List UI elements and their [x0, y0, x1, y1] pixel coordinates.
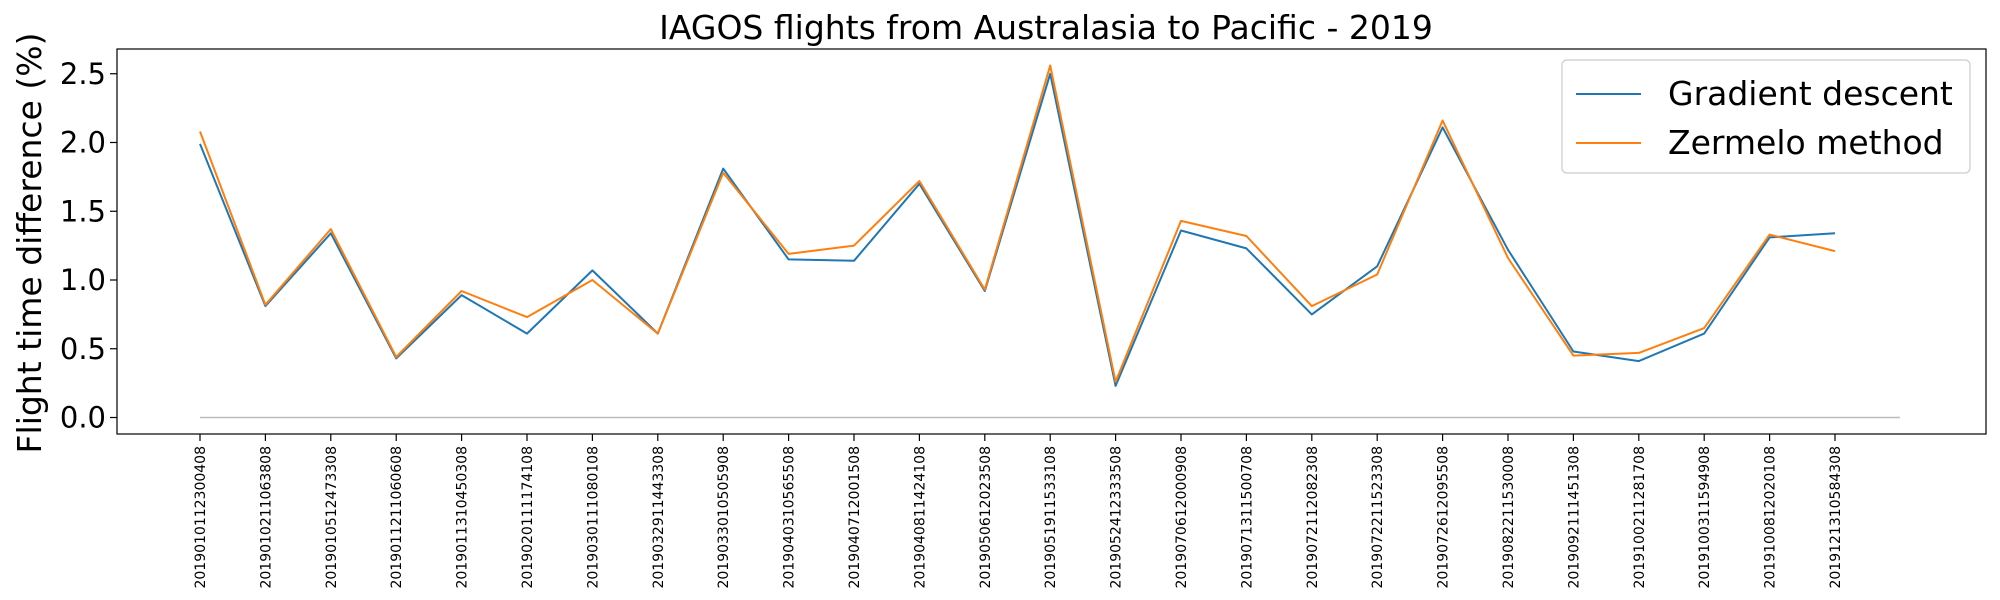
series-layer [199, 64, 1836, 387]
x-tick-label: 2019072112082308 [1305, 446, 1321, 589]
x-tick-label: 2019030111080108 [585, 446, 601, 589]
x-tick-label: 2019082211530008 [1501, 446, 1517, 589]
x-tick-label: 2019010512473308 [324, 446, 340, 589]
x-tick-label: 2019020111174108 [520, 446, 536, 589]
y-tick-label: 0.5 [60, 332, 106, 366]
x-tick-label: 2019052412333508 [1109, 446, 1125, 589]
legend-label: Zermelo method [1668, 123, 1944, 162]
x-tick-label: 2019011211060608 [389, 446, 405, 589]
series-line-2 [199, 64, 1836, 383]
x-tick-label: 2019040310565508 [782, 446, 798, 589]
plot-area [116, 48, 1987, 435]
x-tick-label: 2019070612000908 [1174, 446, 1190, 589]
x-tick-label: 2019051911533108 [1043, 446, 1059, 589]
x-tick-label: 2019092111451308 [1566, 446, 1582, 589]
x-tick-label: 2019050612023508 [978, 446, 994, 589]
series-line-1 [199, 72, 1836, 387]
y-axis-label: Flight time difference (%) [10, 33, 49, 454]
y-axis: 0.0 0.5 1.0 1.5 2.0 2.5 [60, 57, 117, 435]
y-tick-label: 2.0 [60, 126, 106, 160]
x-tick-label: 2019100211281708 [1632, 446, 1648, 589]
x-axis: 2019010112300408 2019010211063808 20190105… [193, 434, 1844, 589]
legend-box [1561, 59, 1971, 174]
x-tick-label: 2019071311500708 [1239, 446, 1255, 589]
y-tick-label: 0.0 [60, 401, 106, 435]
y-tick-label: 1.0 [60, 263, 106, 297]
x-tick-label: 2019010211063808 [258, 446, 274, 589]
x-tick-label: 2019100311594908 [1697, 446, 1713, 589]
x-tick-label: 2019040811424108 [912, 446, 928, 589]
x-tick-label: 2019100812020108 [1763, 446, 1779, 589]
y-tick-label: 2.5 [60, 57, 106, 91]
x-tick-label: 2019032911443308 [651, 446, 667, 589]
legend: Gradient descent Zermelo method [1561, 59, 1971, 174]
x-tick-label: 2019040712001508 [847, 446, 863, 589]
x-tick-label: 2019011310450308 [455, 446, 471, 589]
x-tick-label: 2019072612095508 [1436, 446, 1452, 589]
x-tick-label: 2019072211523308 [1370, 446, 1386, 589]
x-tick-label: 2019033010505908 [716, 446, 732, 589]
y-tick-label: 1.5 [60, 194, 106, 228]
legend-label: Gradient descent [1668, 74, 1953, 113]
x-tick-label: 2019010112300408 [193, 446, 209, 589]
x-tick-label: 2019121310584308 [1828, 446, 1844, 589]
chart-title: IAGOS flights from Australasia to Pacifi… [659, 8, 1433, 47]
